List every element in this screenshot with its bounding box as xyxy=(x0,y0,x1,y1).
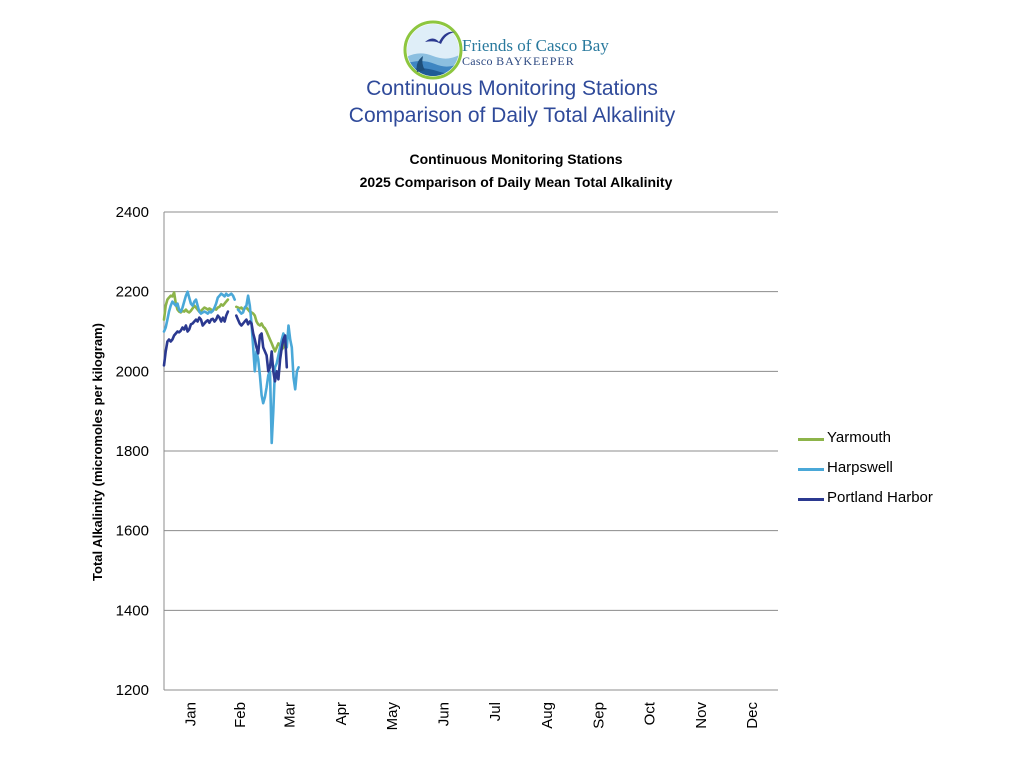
logo-sub-prefix: Casco xyxy=(462,54,497,68)
page-title-line-1: Continuous Monitoring Stations xyxy=(366,77,658,100)
page-title-line-2: Comparison of Daily Total Alkalinity xyxy=(348,104,676,127)
x-tick-label: Dec xyxy=(744,702,761,729)
x-tick-label: May xyxy=(384,702,401,731)
x-tick-label: Jul xyxy=(487,702,504,721)
series-lines xyxy=(162,290,300,445)
legend-swatch-portland-harbor xyxy=(798,498,824,501)
y-tick-label: 1200 xyxy=(116,682,149,699)
gridlines xyxy=(164,211,778,611)
x-tick-label: Apr xyxy=(333,702,350,725)
y-tick-label: 2000 xyxy=(116,363,149,380)
chart-title-line-1: Continuous Monitoring Stations xyxy=(409,151,623,167)
x-tick-labels: Jan Feb Mar Apr May Jun Jul Aug Sep Oct Nov Dec xyxy=(182,701,761,730)
series-line-harpswell xyxy=(162,290,236,333)
x-tick-label: Oct xyxy=(642,701,659,725)
x-tick-label: Nov xyxy=(693,702,710,729)
series-line-harpswell xyxy=(236,294,300,445)
y-tick-label: 1600 xyxy=(116,523,149,540)
x-tick-label: Jan xyxy=(182,702,199,726)
y-tick-label: 1400 xyxy=(116,602,149,619)
legend-swatch-harpswell xyxy=(798,468,824,471)
x-tick-label: Jun xyxy=(435,702,452,726)
x-tick-label: Sep xyxy=(590,702,607,729)
friends-of-casco-bay-logo: Friends of Casco Bay Casco BAYKEEPER xyxy=(403,20,633,84)
y-tick-labels: 1200 1400 1600 1800 2000 2200 2400 xyxy=(116,204,149,699)
series-line-portland-harbor xyxy=(235,314,289,383)
axes xyxy=(163,212,778,691)
x-tick-label: Mar xyxy=(282,702,299,728)
y-tick-label: 1800 xyxy=(116,443,149,460)
series-line-yarmouth xyxy=(162,291,230,321)
logo-sub-emphasis: BAYKEEPER xyxy=(496,54,575,68)
series-line-portland-harbor xyxy=(162,310,230,367)
logo-org-name: Friends of Casco Bay xyxy=(462,36,609,55)
legend-label-yarmouth: Yarmouth xyxy=(827,429,891,446)
y-axis-label: Total Alkalinity (micromoles per kilogra… xyxy=(90,323,105,581)
y-tick-label: 2200 xyxy=(116,284,149,301)
y-tick-label: 2400 xyxy=(116,204,149,221)
logo-badge-icon xyxy=(403,20,463,80)
legend-label-portland-harbor: Portland Harbor xyxy=(827,489,933,506)
legend-label-harpswell: Harpswell xyxy=(827,459,893,476)
logo-baykeeper-text: Casco BAYKEEPER xyxy=(462,54,575,69)
x-tick-label: Feb xyxy=(232,702,249,728)
chart-title-line-2: 2025 Comparison of Daily Mean Total Alka… xyxy=(359,174,673,190)
legend-swatch-yarmouth xyxy=(798,438,824,441)
x-tick-label: Aug xyxy=(539,702,556,729)
